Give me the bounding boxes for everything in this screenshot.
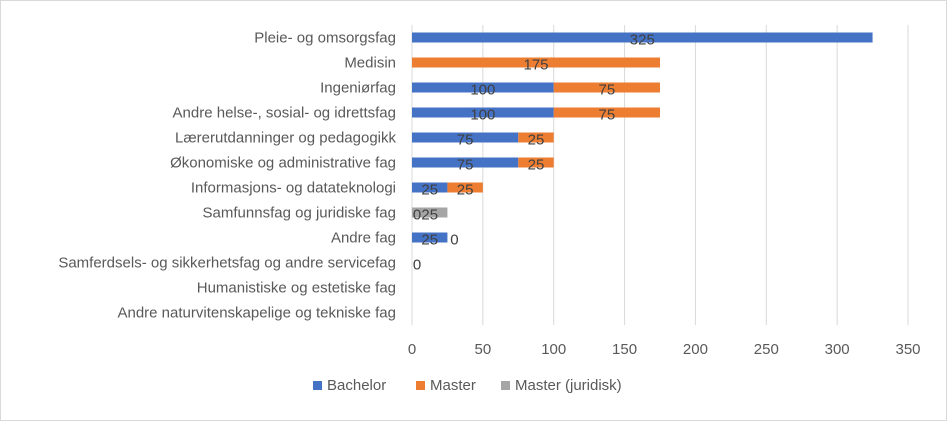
x-tick-label: 250 <box>754 341 779 358</box>
legend-swatch <box>313 381 322 390</box>
x-tick-label: 100 <box>541 341 566 358</box>
bar-bachelor <box>412 132 519 143</box>
legend-swatch <box>501 381 510 390</box>
bar-bachelor <box>412 232 448 243</box>
data-label: 25 <box>457 182 474 199</box>
bar-master <box>447 182 483 193</box>
x-tick-label: 0 <box>408 341 416 358</box>
data-label: 75 <box>457 157 474 174</box>
category-axis-labels: Pleie- og omsorgsfag Medisin Ingeniørfag An… <box>58 30 396 322</box>
category-label: Økonomiske og administrative fag <box>170 155 396 172</box>
legend-label: Master <box>430 377 476 394</box>
bar-bachelor <box>412 82 554 93</box>
category-label: Andre fag <box>331 230 396 247</box>
data-label: 25 <box>421 182 438 199</box>
bar-bachelor <box>412 157 519 168</box>
category-label: Samferdsels- og sikkerhetsfag og andre s… <box>58 255 396 272</box>
data-label: 75 <box>599 107 616 124</box>
bar-master <box>412 57 660 68</box>
bar-master <box>518 132 554 143</box>
data-label: 25 <box>528 157 545 174</box>
value-axis-ticks: 0 50 100 150 200 250 300 350 <box>408 341 921 358</box>
category-label: Ingeniørfag <box>320 80 396 97</box>
category-label: Andre helse-, sosial- og idrettsfag <box>173 105 396 122</box>
bar-master <box>553 82 660 93</box>
data-label: 0 <box>413 207 421 224</box>
bar-master <box>553 107 660 118</box>
data-label: 175 <box>523 57 548 74</box>
x-tick-label: 150 <box>612 341 637 358</box>
data-label: 75 <box>599 82 616 99</box>
data-label: 100 <box>470 107 495 124</box>
legend-label: Bachelor <box>327 377 386 394</box>
bar-bachelor <box>412 107 554 118</box>
category-label: Pleie- og omsorgsfag <box>254 30 396 47</box>
gridlines <box>411 25 909 325</box>
data-label: 0 <box>450 232 458 249</box>
data-label: 100 <box>470 82 495 99</box>
x-tick-label: 200 <box>683 341 708 358</box>
bar-bachelor <box>412 32 873 43</box>
x-tick-label: 300 <box>825 341 850 358</box>
category-label: Samfunnsfag og juridiske fag <box>203 205 396 222</box>
data-label: 25 <box>421 232 438 249</box>
x-tick-label: 50 <box>475 341 492 358</box>
x-tick-label: 350 <box>895 341 920 358</box>
legend-label: Master (juridisk) <box>515 377 622 394</box>
data-label: 75 <box>457 132 474 149</box>
bar-master <box>518 157 554 168</box>
data-label: 25 <box>421 207 438 224</box>
bar-master-juridisk- <box>412 207 448 218</box>
category-label: Informasjons- og datateknologi <box>191 180 396 197</box>
bar-bachelor <box>412 182 448 193</box>
data-label: 0 <box>413 257 421 274</box>
category-label: Medisin <box>344 55 396 72</box>
bars <box>412 32 873 243</box>
category-label: Humanistiske og estetiske fag <box>197 280 396 297</box>
category-label: Andre naturvitenskapelige og tekniske fa… <box>117 305 396 322</box>
data-label: 325 <box>630 32 655 49</box>
legend-swatch <box>416 381 425 390</box>
data-label: 25 <box>528 132 545 149</box>
legend: Bachelor Master Master (juridisk) <box>313 377 622 394</box>
category-label: Lærerutdanninger og pedagogikk <box>175 130 396 147</box>
